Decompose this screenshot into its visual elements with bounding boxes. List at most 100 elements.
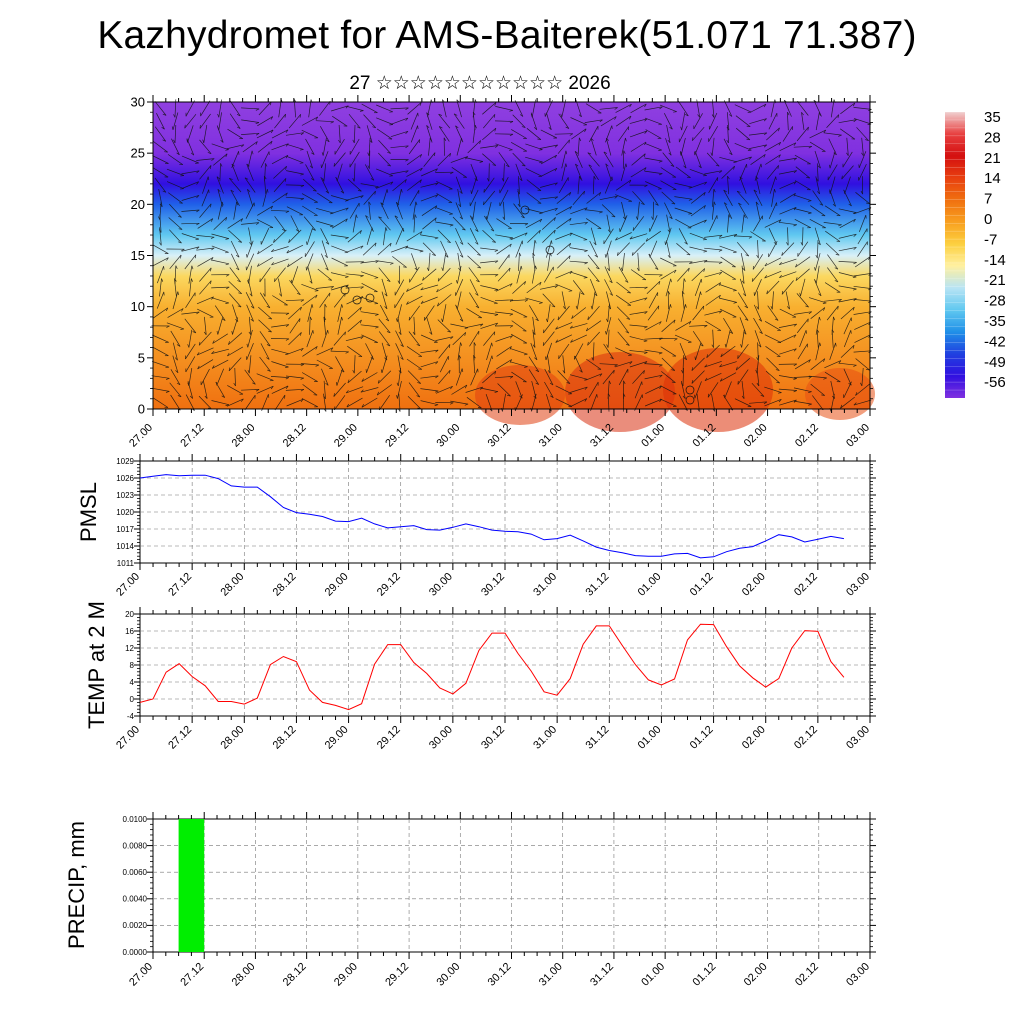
wind-arrowhead <box>607 229 611 233</box>
wind-arrowhead <box>562 370 566 374</box>
wind-arrowhead <box>532 344 536 348</box>
wind-arrowhead <box>365 215 369 218</box>
wind-arrowhead <box>345 351 349 354</box>
wind-arrowhead <box>808 403 812 406</box>
wind-vector <box>286 398 304 407</box>
wind-arrowhead <box>380 369 383 373</box>
wind-arrowhead <box>447 330 451 333</box>
wind-arrowhead <box>435 361 439 365</box>
wind-vector <box>257 116 273 127</box>
precip-y-label: 0.0020 <box>123 921 148 930</box>
wind-arrowhead <box>360 336 364 340</box>
wind-arrowhead <box>285 129 289 133</box>
wind-vector <box>741 265 745 284</box>
wind-arrowhead <box>374 242 377 247</box>
wind-arrowhead <box>535 382 539 385</box>
wind-vector <box>856 127 869 141</box>
wind-arrowhead <box>173 139 176 144</box>
wind-vector <box>181 311 200 315</box>
wind-arrowhead <box>359 319 362 324</box>
wind-vector <box>457 265 462 284</box>
wind-arrowhead <box>793 348 797 352</box>
wind-vector <box>333 331 346 346</box>
wind-vector <box>647 305 660 321</box>
wind-arrowhead <box>356 126 361 129</box>
wind-vector <box>787 112 789 131</box>
wind-arrowhead <box>686 253 691 256</box>
wind-vector <box>260 228 270 245</box>
calm-circle <box>685 385 695 395</box>
wind-arrowhead <box>818 112 821 116</box>
wind-vector <box>497 383 511 397</box>
wind-vector <box>450 156 468 163</box>
wind-vector <box>315 286 334 289</box>
wind-arrowhead <box>177 291 179 296</box>
wind-arrowhead <box>435 349 439 353</box>
wind-arrowhead <box>493 331 496 336</box>
wind-vector <box>213 217 227 230</box>
wind-vector <box>336 368 343 386</box>
wind-vector <box>858 214 867 233</box>
wind-arrowhead <box>180 254 182 259</box>
wind-arrowhead <box>345 276 349 279</box>
wind-vector <box>211 348 229 354</box>
wind-vector <box>660 167 677 178</box>
wind-vector <box>599 363 618 366</box>
wind-vector <box>853 399 872 406</box>
wind-arrowhead <box>231 163 235 167</box>
wind-arrowhead <box>386 189 389 193</box>
wind-arrowhead <box>461 138 463 142</box>
wind-arrowhead <box>623 393 626 397</box>
wind-arrowhead <box>426 125 430 129</box>
wind-vector <box>740 253 746 271</box>
wind-vector <box>802 227 804 246</box>
pmsl-y-label: 1017 <box>116 525 134 534</box>
wind-arrowhead <box>837 114 840 119</box>
wind-vector <box>323 163 327 182</box>
wind-arrowhead <box>745 254 749 257</box>
wind-arrowhead <box>547 370 551 374</box>
wind-arrowhead <box>419 231 423 235</box>
wind-arrowhead <box>680 126 683 131</box>
wind-vector <box>719 284 737 291</box>
wind-vector <box>812 395 824 411</box>
wind-vector <box>854 321 871 330</box>
wind-vector <box>557 139 570 154</box>
wind-vector <box>778 170 797 175</box>
wind-vector <box>377 242 392 256</box>
wind-arrowhead <box>795 263 798 268</box>
wind-vector <box>397 316 402 335</box>
temp-y-label: 0 <box>130 695 135 704</box>
wind-vector <box>381 342 388 361</box>
wind-vector <box>304 241 315 257</box>
wind-vector <box>159 214 162 233</box>
wind-vector <box>615 179 632 191</box>
wind-vector <box>823 132 842 136</box>
wind-arrowhead <box>161 126 165 130</box>
wind-arrowhead <box>228 367 231 371</box>
wind-arrowhead <box>755 201 759 205</box>
precip-x-label: 31.00 <box>537 961 565 989</box>
wind-arrowhead <box>613 370 615 374</box>
wind-vector <box>748 401 767 404</box>
pmsl-x-label: 31.12 <box>583 571 611 599</box>
wind-vector <box>333 382 346 397</box>
wind-vector <box>543 318 555 334</box>
colorbar-label: 21 <box>984 150 1001 167</box>
pmsl-x-label: 02.12 <box>792 571 820 599</box>
wind-arrowhead <box>385 227 388 231</box>
wind-arrowhead <box>464 327 469 330</box>
wind-vector <box>188 368 193 386</box>
wind-arrowhead <box>330 286 334 289</box>
wind-vector <box>229 113 241 129</box>
calm-circle <box>365 293 375 303</box>
wind-arrowhead <box>568 290 573 292</box>
pmsl-y-label: 1023 <box>116 491 134 500</box>
wind-arrowhead <box>507 394 511 397</box>
wind-vector <box>471 176 478 194</box>
wind-arrowhead <box>545 356 547 361</box>
wind-arrowhead <box>651 216 654 220</box>
wind-vector <box>843 189 852 207</box>
wind-vector <box>674 207 693 214</box>
wind-arrowhead <box>455 279 458 284</box>
